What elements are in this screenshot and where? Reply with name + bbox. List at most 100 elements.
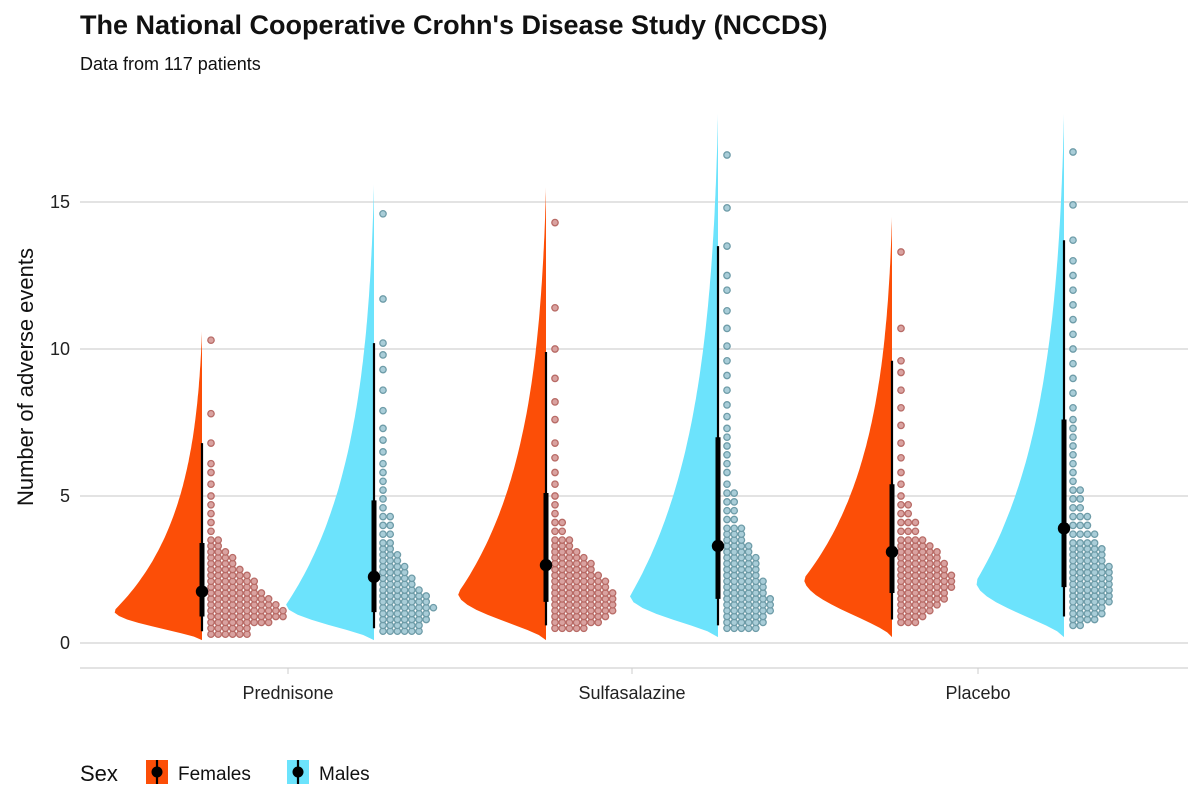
data-point [723, 371, 731, 380]
data-point [723, 524, 731, 533]
data-point [1069, 148, 1077, 156]
legend-label-males: Males [319, 764, 370, 785]
data-point [1069, 271, 1077, 280]
data-point [1069, 433, 1077, 442]
data-point [379, 209, 387, 218]
data-point [271, 600, 280, 609]
data-point [933, 548, 941, 556]
x-tick-label: Prednisone [242, 683, 333, 703]
data-point [551, 468, 559, 477]
data-point [207, 409, 215, 418]
y-tick-labels: 0 5 10 15 [50, 192, 70, 653]
data-point [379, 386, 387, 395]
data-point [904, 518, 913, 527]
data-point [558, 527, 567, 536]
data-point [379, 539, 387, 547]
data-point [918, 536, 927, 544]
data-point [723, 342, 731, 350]
data-point [379, 406, 387, 415]
data-point [572, 548, 581, 556]
data-point [379, 468, 387, 477]
data-point [551, 536, 559, 544]
data-point [1076, 512, 1085, 521]
data-point [207, 536, 215, 544]
data-point [947, 571, 956, 580]
legend-title: Sex [80, 761, 118, 786]
grid-lines [80, 201, 1188, 674]
data-point [379, 436, 387, 444]
y-tick-label: 10 [50, 339, 70, 359]
data-point [723, 242, 731, 250]
data-point [587, 559, 595, 568]
data-point [1090, 539, 1099, 547]
data-point [551, 415, 559, 424]
data-point [1076, 503, 1085, 512]
data-point [911, 518, 920, 527]
data-point [601, 577, 610, 586]
data-point [379, 351, 387, 359]
data-point [379, 503, 387, 512]
data-point [744, 542, 753, 550]
data-point [279, 606, 287, 615]
violin-males-prednisone [286, 184, 374, 641]
chart-title: The National Cooperative Crohn's Disease… [80, 10, 828, 40]
data-point [1069, 495, 1077, 503]
data-point [379, 339, 387, 347]
data-point [379, 295, 387, 303]
data-point [207, 480, 215, 489]
data-point [766, 595, 775, 603]
data-point [1069, 403, 1077, 412]
x-tick-label: Sulfasalazine [578, 683, 685, 703]
data-point [250, 577, 259, 586]
median-point [1057, 522, 1071, 535]
data-point [940, 559, 949, 568]
data-point [723, 459, 731, 468]
data-point [1069, 503, 1077, 512]
data-point [730, 506, 739, 515]
data-point [608, 589, 617, 597]
data-point [897, 453, 905, 462]
data-point [1069, 345, 1077, 353]
data-point [379, 448, 387, 456]
data-point [1069, 512, 1077, 521]
data-point [723, 271, 731, 280]
data-point [1069, 301, 1077, 309]
data-point [723, 442, 731, 450]
data-point [737, 524, 746, 533]
data-point [904, 536, 913, 544]
data-point [1069, 359, 1077, 368]
violin-males-sulfasalazine [630, 113, 718, 638]
data-point [379, 486, 387, 494]
legend-key-point [292, 766, 304, 778]
data-point [897, 509, 905, 518]
data-point [1083, 512, 1092, 521]
data-point [1090, 530, 1099, 539]
data-point [228, 553, 237, 562]
x-tick-label: Placebo [945, 683, 1010, 703]
data-point [207, 509, 215, 518]
data-point [400, 562, 409, 571]
data-point [897, 439, 905, 447]
data-point [723, 506, 731, 515]
data-point [911, 536, 920, 544]
data-point [551, 439, 559, 447]
data-point [594, 571, 603, 580]
data-point [429, 603, 438, 612]
data-point [723, 468, 731, 477]
data-point [551, 303, 559, 312]
data-point [723, 498, 731, 506]
data-point [207, 518, 215, 527]
data-point [551, 492, 559, 500]
data-point [207, 500, 215, 509]
data-point [422, 592, 431, 600]
violin-females-prednisone [114, 331, 202, 641]
data-point [723, 286, 731, 295]
data-point [1069, 415, 1077, 424]
data-point [379, 459, 387, 468]
data-point [723, 489, 731, 497]
data-point [1083, 539, 1092, 547]
data-point [897, 480, 905, 489]
data-point [221, 548, 230, 556]
data-point [723, 433, 731, 442]
